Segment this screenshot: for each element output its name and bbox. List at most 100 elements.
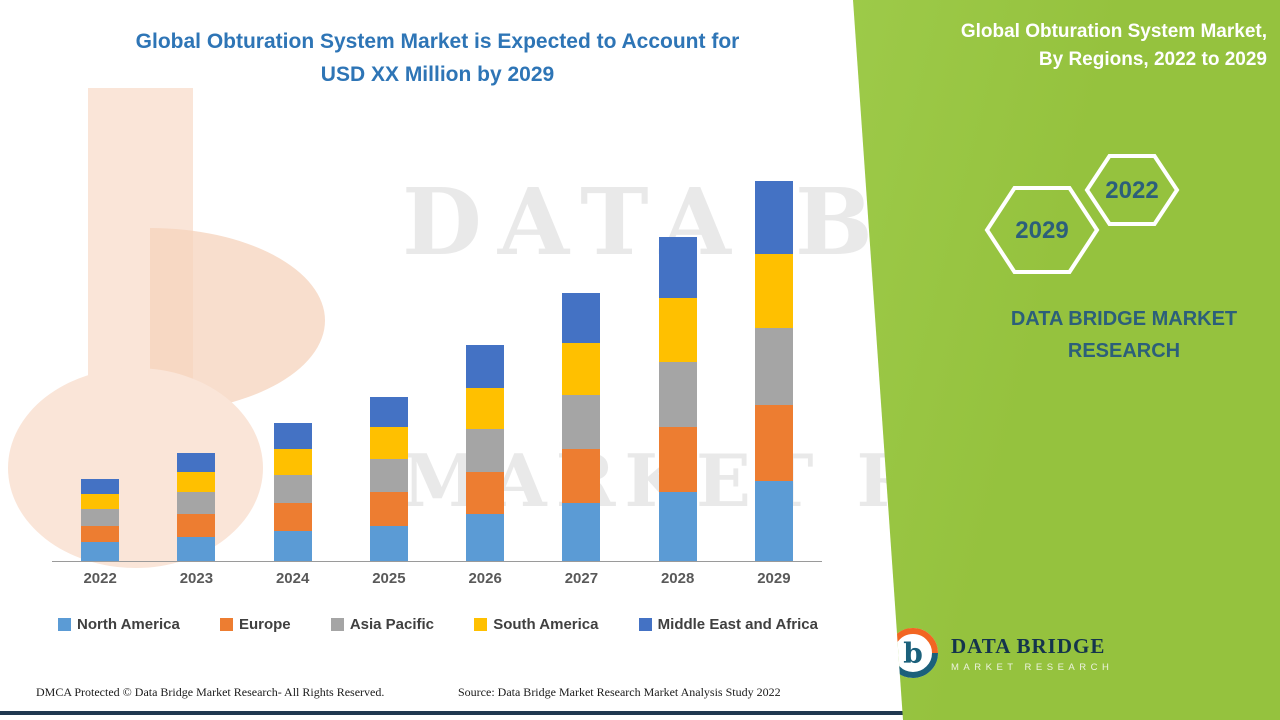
legend-item-europe: Europe (219, 616, 291, 633)
legend-swatch (219, 618, 233, 631)
bar-segment-asia-pacific (369, 458, 408, 493)
bar-segment-europe (273, 503, 312, 532)
bar-segment-south-america (562, 343, 601, 396)
bar-segment-asia-pacific (177, 492, 216, 515)
brand-name: DATA BRIDGE MARKET RESEARCH (968, 303, 1280, 367)
stacked-bar-2024 (263, 423, 323, 561)
chart-legend: North America Europe Asia Pacific South Ame… (58, 616, 818, 633)
side-panel-heading-line2: By Regions, 2022 to 2029 (1038, 48, 1267, 70)
bar-segment-north-america (754, 480, 793, 561)
bar-segment-asia-pacific (658, 361, 697, 427)
data-bridge-logo-icon: b (888, 628, 938, 678)
x-axis-label: 2028 (660, 570, 695, 587)
logo-title: DATA BRIDGE (951, 633, 1106, 658)
bar-segment-south-america (273, 449, 312, 476)
chart-title-line2: USD XX Million by 2029 (320, 62, 555, 86)
bar-segment-south-america (369, 426, 408, 459)
legend-swatch (474, 618, 488, 631)
x-axis-label: 2022 (83, 570, 117, 587)
year-hexagons: 2029 2022 (984, 154, 1180, 274)
side-panel-heading: Global Obturation System Market, By Regi… (910, 18, 1267, 73)
x-axis-label: 2029 (757, 570, 791, 587)
bar-segment-south-america (658, 298, 697, 362)
legend-label: Middle East and Africa (657, 616, 818, 633)
brand-name-line2: RESEARCH (1067, 340, 1181, 362)
bar-segment-middle-east-and-africa (369, 397, 408, 427)
x-axis-label: 2026 (468, 570, 502, 587)
legend-swatch (330, 618, 344, 631)
chart-plot-area (52, 181, 822, 562)
legend-swatch (638, 618, 652, 631)
bar-segment-north-america (177, 536, 216, 561)
x-axis-label: 2025 (372, 570, 406, 587)
logo-letter: b (903, 637, 923, 670)
x-axis-label: 2023 (179, 570, 214, 587)
x-axis-label: 2024 (275, 570, 310, 587)
side-panel: Global Obturation System Market, By Regi… (853, 0, 1280, 720)
legend-swatch (58, 618, 71, 631)
legend-item-asia-pacific: Asia Pacific (330, 616, 435, 633)
data-bridge-logo: b DATA BRIDGE MARKET RESEARCH (886, 626, 1113, 680)
stacked-bar-2023 (166, 452, 226, 561)
bar-segment-europe (658, 426, 697, 493)
bar-segment-north-america (658, 492, 697, 561)
stacked-bar-chart: 2022 2023 2024 2025 2026 2027 2028 2029 (52, 181, 822, 587)
hexagon-2022 (1084, 154, 1180, 226)
bar-segment-asia-pacific (466, 428, 505, 472)
stacked-bar-2028 (648, 236, 708, 561)
x-axis-label: 2027 (564, 570, 599, 587)
logo-wordmark: DATA BRIDGE MARKET RESEARCH (951, 634, 1113, 673)
side-panel-heading-line1: Global Obturation System Market, (960, 21, 1267, 42)
bar-segment-north-america (466, 514, 505, 561)
bar-segment-europe (369, 492, 408, 526)
bar-segment-south-america (177, 471, 216, 493)
source-note: Source: Data Bridge Market Research Mark… (458, 685, 781, 699)
legend-label: Asia Pacific (349, 616, 435, 633)
bar-segment-south-america (754, 253, 793, 329)
bar-segment-north-america (81, 542, 120, 561)
chart-title: Global Obturation System Market is Expec… (0, 26, 875, 91)
bar-segment-europe (81, 525, 120, 543)
stacked-bar-2029 (744, 181, 804, 561)
hexagon-2022-label: 2022 (1105, 177, 1158, 204)
background-logo-shape (8, 368, 263, 568)
bar-segment-middle-east-and-africa (658, 236, 697, 299)
bar-segment-middle-east-and-africa (177, 452, 216, 472)
bar-segment-middle-east-and-africa (562, 292, 601, 344)
bar-segment-europe (562, 449, 601, 504)
bar-segment-europe (177, 514, 216, 537)
bar-segment-asia-pacific (273, 475, 312, 504)
bar-segment-asia-pacific (81, 508, 120, 526)
bar-segment-north-america (369, 525, 408, 561)
legend-item-south-america: South America (474, 616, 599, 633)
chart-title-line1: Global Obturation System Market is Expec… (135, 30, 740, 53)
bar-segment-europe (754, 404, 793, 481)
dmca-notice: DMCA Protected © Data Bridge Market Rese… (36, 685, 385, 699)
bar-segment-south-america (466, 387, 505, 429)
logo-subtitle: MARKET RESEARCH (951, 661, 1114, 673)
brand-name-line1: DATA BRIDGE MARKET (1010, 308, 1238, 330)
legend-label: North America (77, 616, 180, 633)
bottom-divider (0, 711, 1280, 715)
x-axis-labels: 2022 2023 2024 2025 2026 2027 2028 2029 (52, 570, 822, 587)
stacked-bar-2026 (455, 345, 515, 561)
bar-segment-south-america (81, 493, 120, 509)
bar-segment-middle-east-and-africa (273, 423, 312, 450)
bar-segment-europe (466, 471, 505, 515)
hexagon-2029 (984, 186, 1100, 274)
stacked-bar-2025 (359, 397, 419, 561)
bar-segment-middle-east-and-africa (754, 181, 793, 254)
hexagon-2029-label: 2029 (1015, 217, 1068, 244)
bar-segment-asia-pacific (562, 395, 601, 450)
bar-segment-north-america (273, 531, 312, 561)
bar-segment-middle-east-and-africa (466, 345, 505, 388)
stacked-bar-2022 (70, 479, 130, 561)
bar-segment-middle-east-and-africa (81, 479, 120, 494)
bar-segment-north-america (562, 503, 601, 561)
bar-segment-asia-pacific (754, 328, 793, 405)
legend-label: Europe (238, 616, 291, 633)
legend-item-middle-east-and-africa: Middle East and Africa (638, 616, 818, 633)
legend-item-north-america: North America (58, 616, 180, 633)
legend-label: South America (493, 616, 599, 633)
